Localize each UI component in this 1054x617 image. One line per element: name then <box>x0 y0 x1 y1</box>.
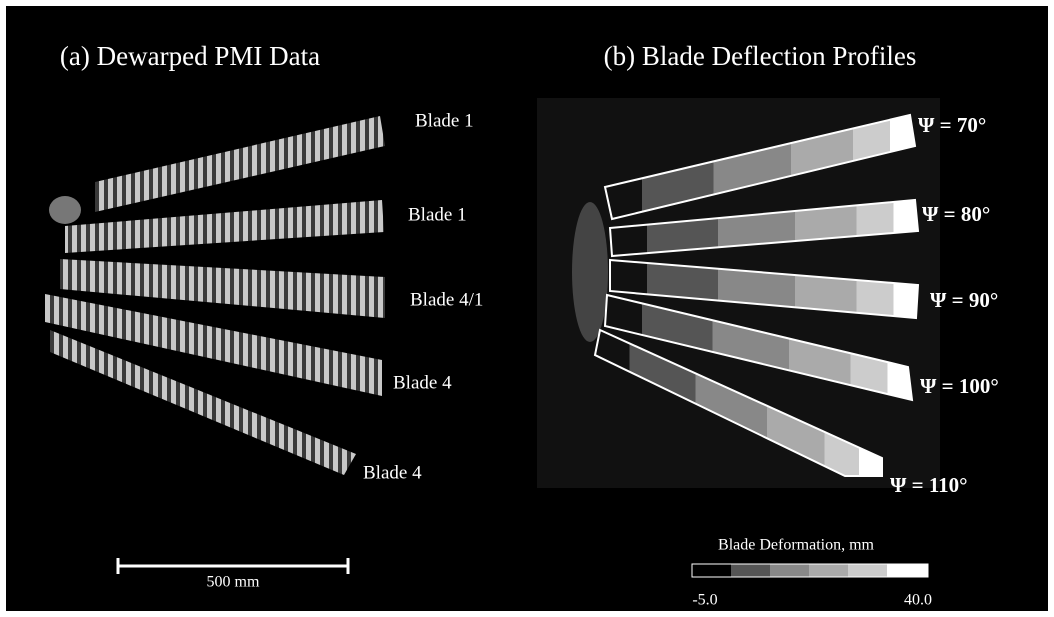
colorbar-min: -5.0 <box>692 592 717 609</box>
figure: (a) Dewarped PMI Data (b) Blade Deflecti… <box>0 0 1054 617</box>
blade-label: Blade 1 <box>415 110 474 131</box>
angle-label: Ψ = 80° <box>922 202 990 226</box>
angle-label: Ψ = 110° <box>890 473 968 497</box>
color-step <box>770 564 810 577</box>
panel-title: (b) Blade Deflection Profiles <box>604 41 917 71</box>
blade-label: Blade 1 <box>408 204 467 225</box>
angle-label: Ψ = 70° <box>918 113 986 137</box>
hub <box>49 196 81 224</box>
blade-label: Blade 4 <box>363 462 422 483</box>
colorbar-max: 40.0 <box>904 592 932 609</box>
color-step <box>692 564 732 577</box>
color-step <box>848 564 888 577</box>
color-step <box>887 564 928 577</box>
angle-label: Ψ = 90° <box>930 288 998 312</box>
angle-label: Ψ = 100° <box>920 374 999 398</box>
blade-label: Blade 4 <box>393 372 452 393</box>
colorbar-title: Blade Deformation, mm <box>718 537 875 554</box>
color-step <box>809 564 849 577</box>
scale-label: 500 mm <box>207 574 260 591</box>
blade-label: Blade 4/1 <box>410 289 483 310</box>
panel-title: (a) Dewarped PMI Data <box>60 41 320 71</box>
color-step <box>731 564 771 577</box>
hub <box>572 202 608 342</box>
colorbar <box>692 564 928 577</box>
